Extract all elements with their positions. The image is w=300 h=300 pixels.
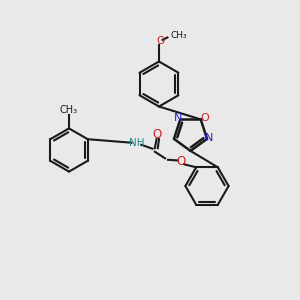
Text: N: N: [174, 113, 183, 123]
Text: CH₃: CH₃: [170, 31, 187, 40]
Text: NH: NH: [129, 138, 145, 148]
Text: O: O: [152, 128, 161, 141]
Text: O: O: [200, 113, 209, 123]
Text: O: O: [176, 155, 185, 168]
Text: N: N: [205, 133, 213, 143]
Text: CH₃: CH₃: [60, 105, 78, 115]
Text: O: O: [156, 35, 165, 46]
